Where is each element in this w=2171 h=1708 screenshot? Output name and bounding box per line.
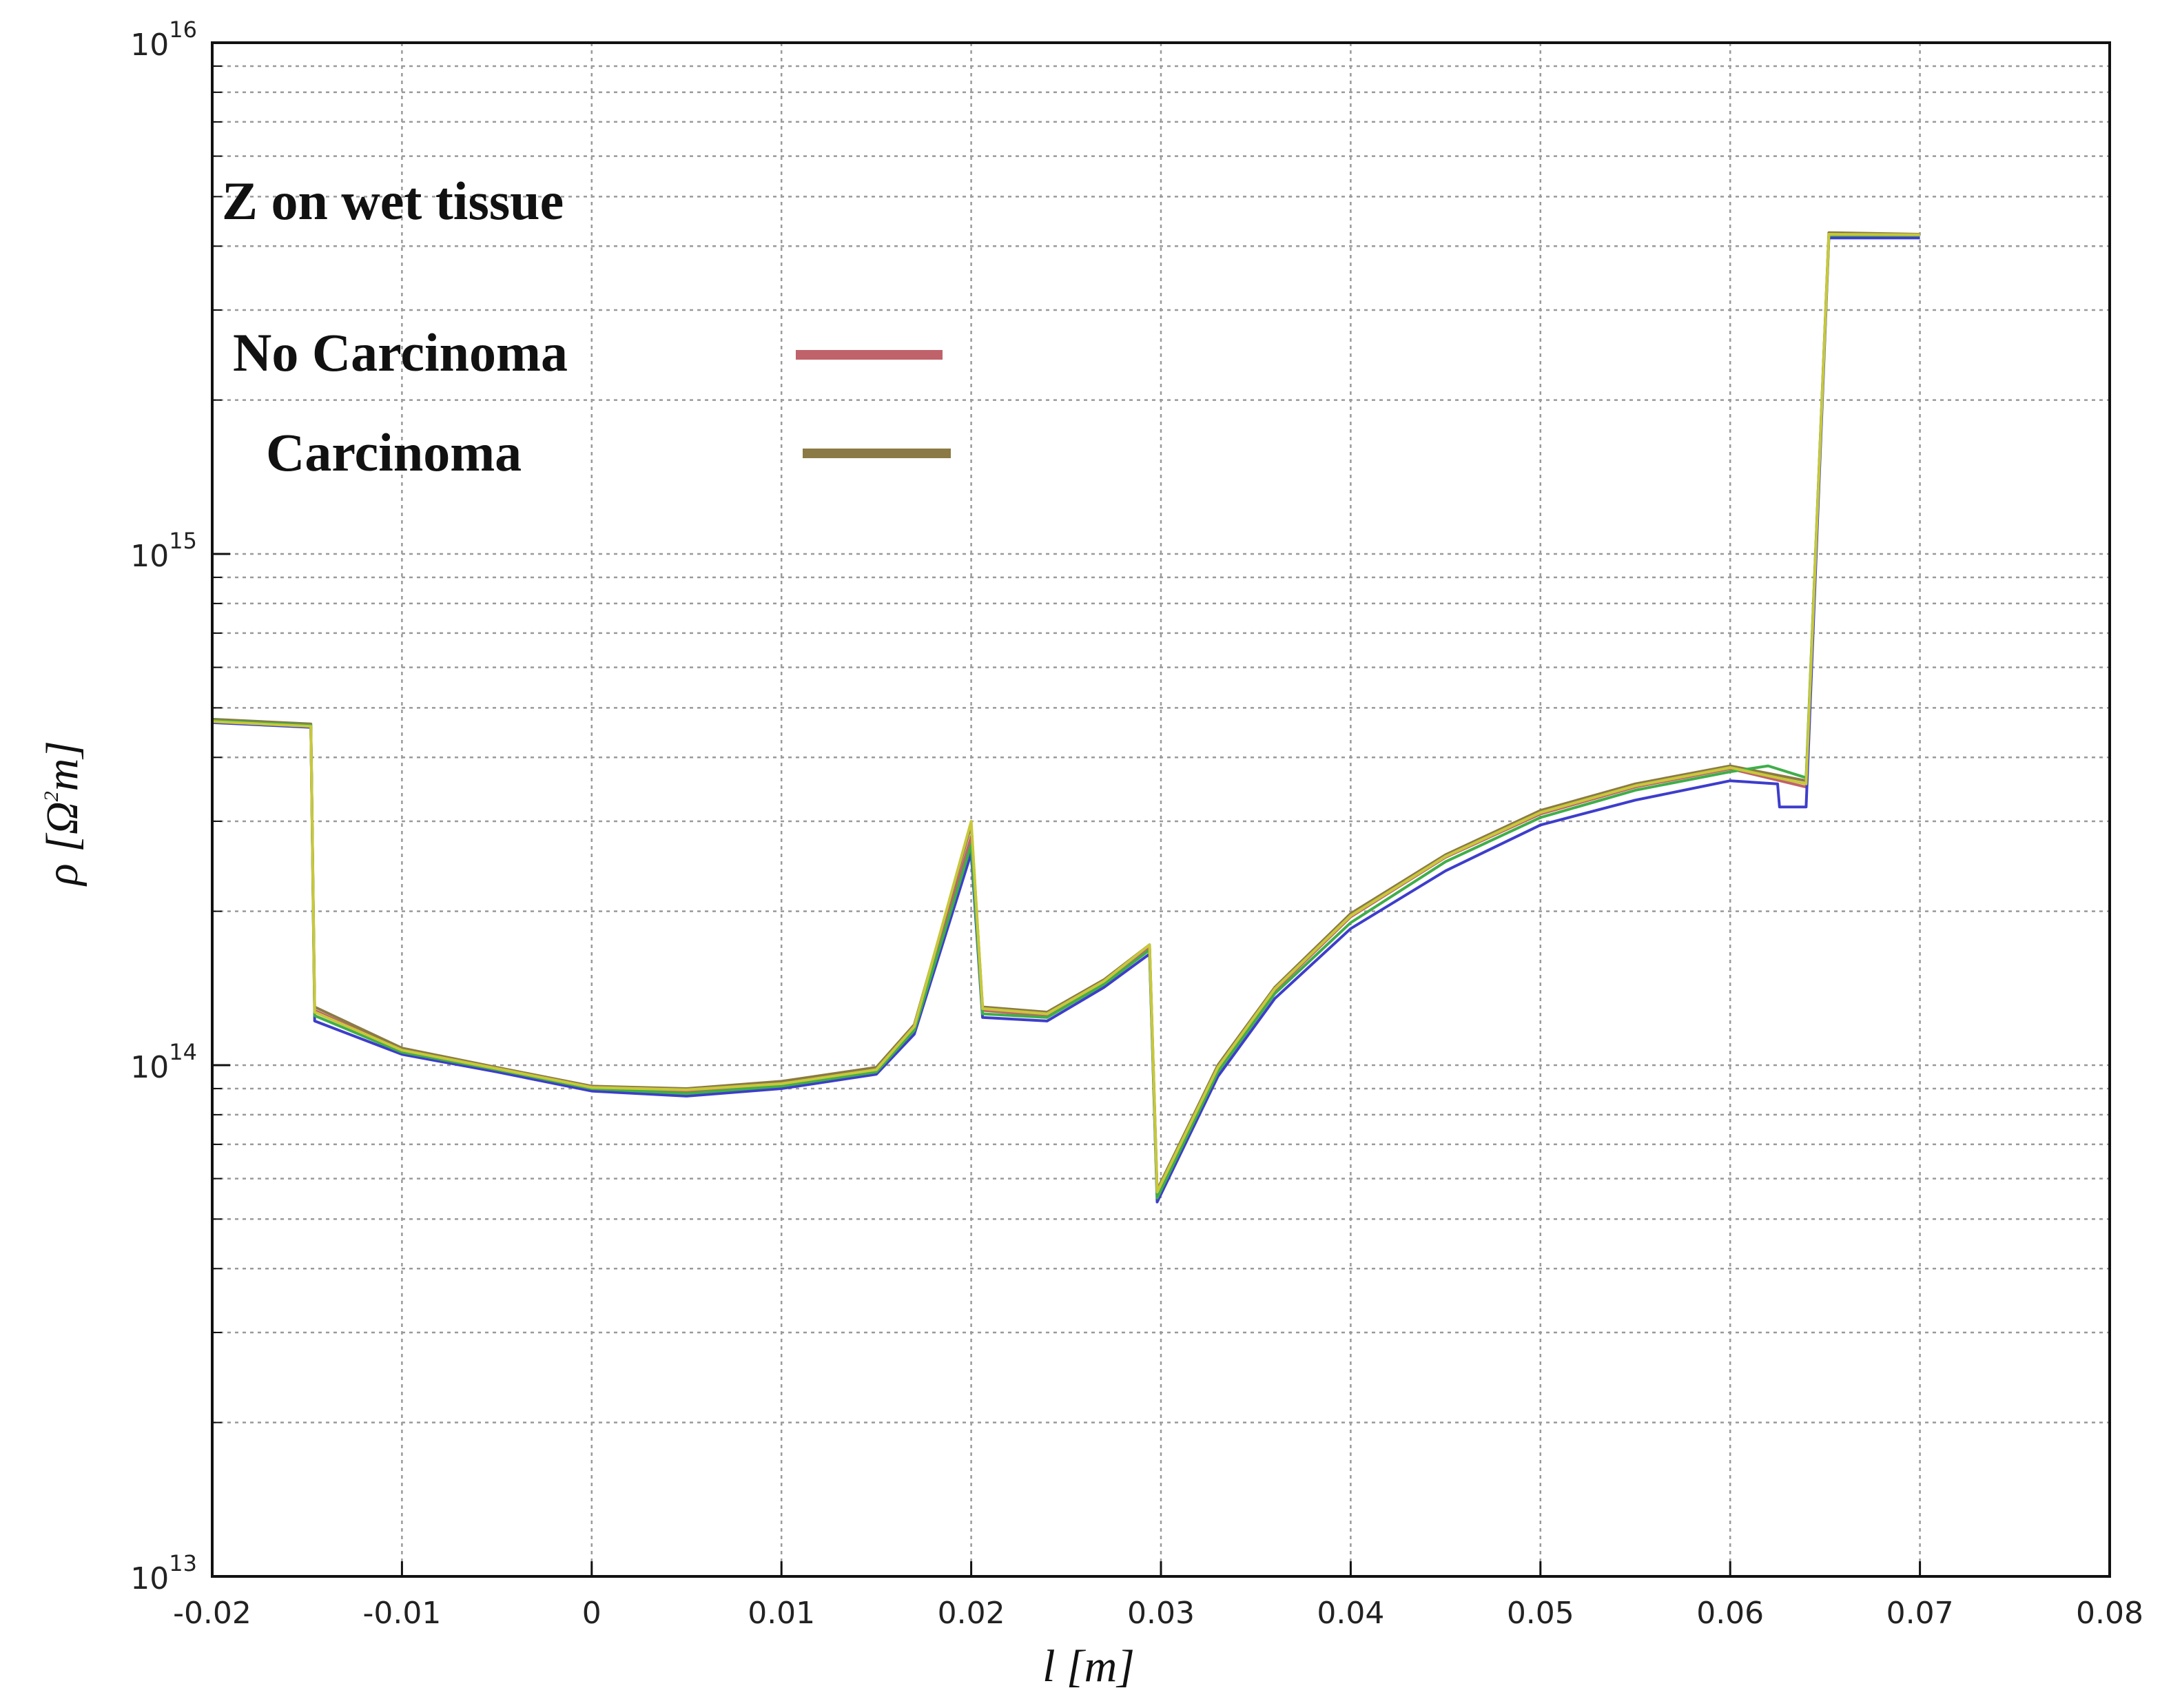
- y-axis-title: ρ [Ω2m]: [37, 741, 88, 887]
- y-tick-label: 1015: [130, 528, 197, 574]
- legend-label-no-carcinoma: No Carcinoma: [233, 322, 568, 382]
- y-axis-title-prefix: ρ [Ω: [37, 801, 88, 887]
- x-tick-label: -0.02: [173, 1596, 251, 1631]
- series-line-2: [212, 236, 1920, 1204]
- series-line-4: [212, 233, 1920, 1193]
- y-tick-base: 10: [130, 1050, 169, 1085]
- x-axis: -0.02 -0.01 0 0.01 0.02 0.03 0.04 0.05 0.06 0.07 0…: [173, 1561, 2143, 1631]
- x-tick-label: 0: [582, 1596, 601, 1631]
- x-tick-label: 0.04: [1317, 1596, 1384, 1631]
- series-group: [212, 231, 1920, 1204]
- x-tick-label: 0.02: [938, 1596, 1005, 1631]
- legend-label-carcinoma: Carcinoma: [266, 422, 522, 482]
- y-tick-label: 1013: [130, 1550, 197, 1596]
- legend: No Carcinoma Carcinoma: [233, 322, 951, 482]
- x-tick-label: 0.01: [748, 1596, 815, 1631]
- y-tick-label: 1014: [130, 1039, 197, 1085]
- y-axis-title-sup: 2: [40, 791, 63, 801]
- x-tick-label: 0.08: [2076, 1596, 2143, 1631]
- x-tick-label: 0.05: [1507, 1596, 1574, 1631]
- y-tick-exponent: 15: [169, 528, 197, 554]
- y-tick-exponent: 13: [169, 1550, 197, 1576]
- y-tick-exponent: 16: [169, 17, 197, 43]
- x-tick-label: -0.01: [362, 1596, 441, 1631]
- y-tick-base: 10: [130, 1561, 169, 1596]
- y-tick-base: 10: [130, 28, 169, 63]
- x-tick-label: 0.03: [1127, 1596, 1195, 1631]
- x-tick-label: 0.06: [1696, 1596, 1764, 1631]
- x-tick-label: 0.07: [1886, 1596, 1954, 1631]
- y-tick-label: 1016: [130, 17, 197, 63]
- x-axis-title: l [m]: [1042, 1641, 1135, 1691]
- chart-annotation: Z on wet tissue: [222, 171, 564, 231]
- y-axis-title-suffix: m]: [37, 741, 88, 791]
- y-tick-exponent: 14: [169, 1039, 197, 1065]
- y-tick-base: 10: [130, 539, 169, 574]
